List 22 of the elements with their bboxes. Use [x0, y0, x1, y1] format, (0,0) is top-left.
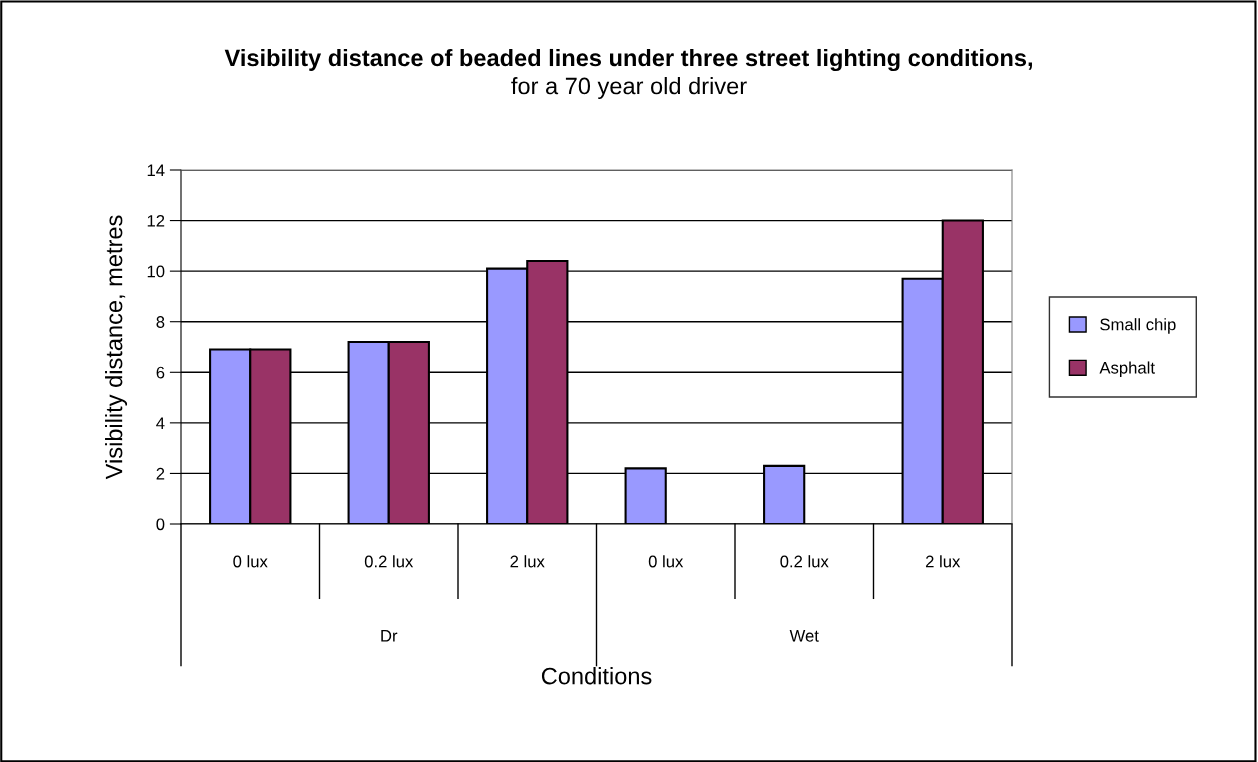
text: Dr — [381, 630, 398, 642]
y-tick-label: 12 — [147, 214, 165, 227]
legend-label: Small chip — [1100, 318, 1176, 334]
chart-title: Visibility distance of beaded lines under three street lighting conditions, — [224, 48, 1032, 72]
x-axis-title: Conditions — [541, 667, 652, 685]
y-tick-label: 14 — [147, 164, 165, 177]
x-tick-label: 2 lux — [925, 555, 961, 568]
text: Wet — [789, 630, 819, 642]
x-tick-label: 0 lux — [648, 555, 684, 568]
x-tick-label: 0 lux — [233, 555, 268, 568]
y-tick-label: 10 — [147, 265, 165, 278]
y-tick-label: 8 — [156, 316, 165, 328]
y-tick-label: 4 — [156, 417, 165, 429]
x-tick-label: 0.2 lux — [364, 555, 414, 568]
chart-subtitle: for a 70 year old driver — [511, 77, 747, 99]
y-tick-label: 6 — [156, 366, 165, 379]
y-axis-title: Visibility distance, metres — [105, 215, 128, 480]
y-tick-label: 2 — [156, 467, 165, 480]
x-tick-label: 2 lux — [510, 555, 545, 568]
x-tick-label: 0.2 lux — [780, 555, 829, 568]
legend-label: Asphalt — [1099, 361, 1155, 377]
y-tick-label: 0 — [156, 518, 165, 531]
